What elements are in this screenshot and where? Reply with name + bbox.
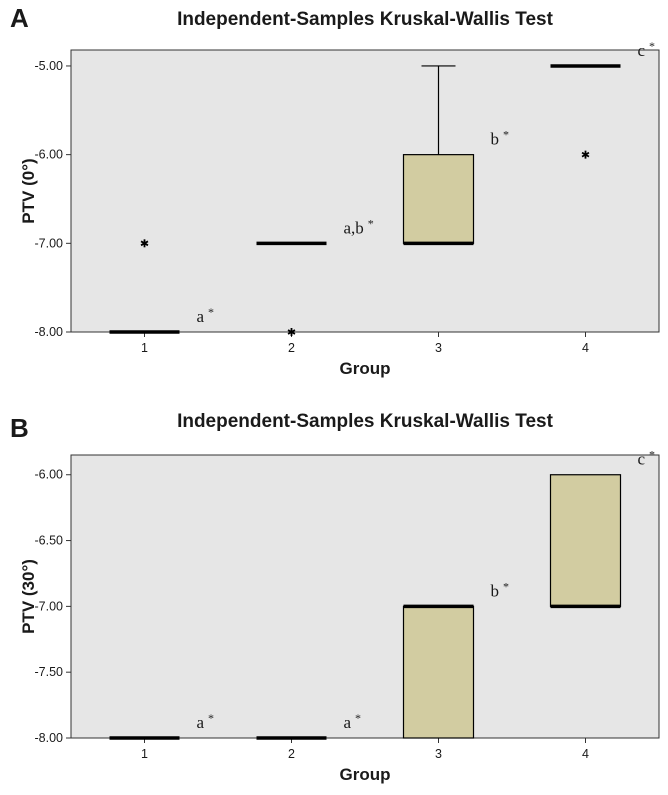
box-group-2: a * <box>256 711 361 740</box>
box-group-2: a,b * <box>256 216 374 336</box>
y-axis-title: PTV (30°) <box>19 559 38 634</box>
significance-asterisk: * <box>649 448 655 462</box>
y-tick-label: -7.00 <box>35 236 64 250</box>
x-tick-label: 1 <box>141 341 148 355</box>
significance-asterisk: * <box>208 711 214 725</box>
box-rect <box>402 605 475 739</box>
y-tick-label: -7.50 <box>35 665 64 679</box>
panel-a: A Independent-Samples Kruskal-Wallis Test… <box>10 3 660 378</box>
box-rect <box>549 474 622 607</box>
y-tick-label: -5.00 <box>35 59 64 73</box>
significance-label: c <box>638 41 646 60</box>
extreme-marker-stroke <box>581 151 590 158</box>
y-tick-label: -6.00 <box>35 148 64 162</box>
y-tick-label: -7.00 <box>35 599 64 613</box>
significance-asterisk: * <box>368 216 374 230</box>
significance-label: c <box>638 450 646 469</box>
x-axis-title: Group <box>340 359 391 378</box>
panel-b: B Independent-Samples Kruskal-Wallis Test… <box>10 411 660 784</box>
extreme-marker <box>581 150 590 159</box>
extreme-marker-stroke <box>140 240 149 247</box>
chart-title: Independent-Samples Kruskal-Wallis Test <box>177 411 554 432</box>
y-tick-label: -8.00 <box>35 731 64 745</box>
box-group-1: a * <box>109 711 214 740</box>
chart-title: Independent-Samples Kruskal-Wallis Test <box>177 9 554 30</box>
x-axis-title: Group <box>340 765 391 784</box>
significance-label: b <box>491 581 500 600</box>
significance-asterisk: * <box>649 39 655 53</box>
significance-label: b <box>491 130 500 149</box>
panel-letter: A <box>10 3 29 33</box>
box-group-4: c * <box>549 448 655 609</box>
y-tick-label: -6.50 <box>35 534 64 548</box>
significance-label: a <box>197 713 205 732</box>
significance-asterisk: * <box>355 711 361 725</box>
significance-label: a,b <box>344 218 364 237</box>
significance-asterisk: * <box>208 305 214 319</box>
x-tick-label: 2 <box>288 341 295 355</box>
box-rect <box>402 154 475 244</box>
x-tick-label: 2 <box>288 747 295 761</box>
significance-asterisk: * <box>503 579 509 593</box>
x-tick-label: 3 <box>435 747 442 761</box>
y-axis-title: PTV (0°) <box>19 158 38 223</box>
extreme-marker <box>140 239 149 248</box>
significance-label: a <box>344 713 352 732</box>
box-group-3: b * <box>402 65 509 246</box>
x-tick-label: 4 <box>582 747 589 761</box>
extreme-marker <box>287 328 296 336</box>
plot-area <box>70 49 660 333</box>
y-tick-label: -8.00 <box>35 325 64 339</box>
extreme-marker-stroke <box>287 329 296 335</box>
significance-asterisk: * <box>503 128 509 142</box>
panel-letter: B <box>10 413 29 443</box>
box-group-1: a * <box>109 239 214 334</box>
x-tick-label: 4 <box>582 341 589 355</box>
x-tick-label: 3 <box>435 341 442 355</box>
box-group-3: b * <box>402 579 509 739</box>
significance-label: a <box>197 307 205 326</box>
y-tick-label: -6.00 <box>35 468 64 482</box>
x-tick-label: 1 <box>141 747 148 761</box>
box-group-4: c * <box>550 39 655 159</box>
